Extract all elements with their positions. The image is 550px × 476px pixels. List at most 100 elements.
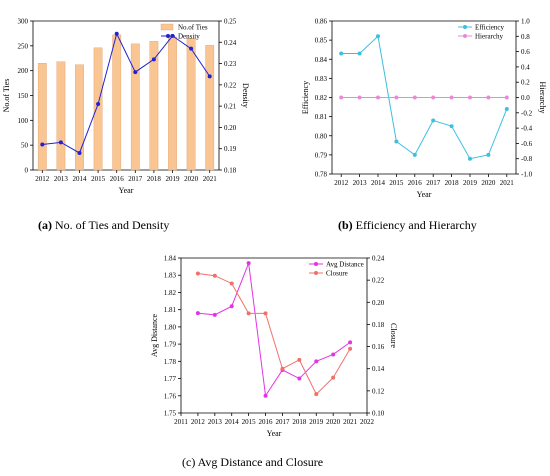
- legend-marker: [463, 25, 467, 29]
- y-right-tick-label: 0.19: [224, 145, 237, 153]
- data-point: [348, 340, 353, 345]
- y-left-tick-label: 0.79: [315, 151, 328, 159]
- y-right-tick-label: 0.0: [521, 94, 530, 102]
- data-point: [348, 346, 353, 351]
- caption-c: (c) Avg Distance and Closure: [182, 455, 323, 470]
- caption-a: (a) No. of Ties and Density: [38, 218, 169, 233]
- x-tick-label: 2021: [203, 175, 218, 183]
- caption-a-text: No. of Ties and Density: [52, 218, 170, 232]
- data-point: [412, 95, 417, 100]
- x-tick-label: 2014: [371, 179, 386, 187]
- legend-marker: [166, 34, 170, 38]
- x-axis-label: Year: [417, 190, 432, 199]
- x-tick-label: 2018: [445, 179, 460, 187]
- y-left-tick-label: 100: [18, 117, 29, 125]
- data-point: [40, 142, 45, 147]
- x-tick-label: 2018: [147, 175, 162, 183]
- data-point: [229, 304, 234, 309]
- x-tick-label: 2016: [110, 175, 125, 183]
- data-point: [246, 261, 251, 266]
- data-point: [297, 376, 302, 381]
- data-point: [504, 95, 509, 100]
- bar-2019: [168, 36, 177, 171]
- x-tick-label: 2014: [225, 418, 240, 426]
- series-line-closure: [197, 273, 351, 396]
- x-tick-label: 2017: [128, 175, 143, 183]
- bar-2014: [75, 64, 84, 171]
- series-line-avg-distance: [197, 262, 351, 398]
- data-point: [449, 124, 454, 129]
- bar-2016: [112, 34, 122, 171]
- y-left-tick-label: 50: [21, 142, 29, 150]
- x-tick-label: 2012: [334, 179, 349, 187]
- data-point: [486, 95, 491, 100]
- data-point: [331, 375, 336, 380]
- y-right-tick-label: 0.10: [372, 410, 385, 418]
- series-line-efficiency: [341, 35, 508, 160]
- y-left-tick-label: 1.82: [164, 289, 177, 297]
- y-left-tick-label: 1.83: [164, 272, 177, 280]
- y-left-tick-label: 0.86: [315, 18, 328, 26]
- y-right-tick-label: 0.18: [372, 321, 385, 329]
- y-left-tick-label: 1.77: [164, 375, 177, 383]
- y-left-tick-label: 1.79: [164, 341, 177, 349]
- bar-2012: [37, 63, 47, 171]
- bar-2015: [93, 47, 103, 171]
- x-tick-label: 2016: [259, 418, 274, 426]
- data-point: [394, 95, 399, 100]
- x-tick-label: 2021: [343, 418, 358, 426]
- data-point: [357, 51, 362, 56]
- y-left-tick-label: 0.82: [315, 94, 328, 102]
- data-point: [263, 311, 268, 316]
- x-axis-label: Year: [119, 186, 134, 195]
- data-point: [207, 74, 212, 79]
- data-point: [357, 95, 362, 100]
- data-point: [195, 271, 200, 276]
- x-tick-label: 2017: [426, 179, 441, 187]
- x-tick-label: 2020: [326, 418, 341, 426]
- y-left-tick-label: 1.76: [164, 392, 177, 400]
- data-point: [280, 366, 285, 371]
- x-tick-label: 2021: [500, 179, 515, 187]
- y-left-tick-label: 1.78: [164, 358, 177, 366]
- y-left-tick-label: 1.81: [164, 306, 177, 314]
- data-point: [314, 359, 319, 364]
- y-right-tick-label: 0.22: [372, 277, 385, 285]
- y-right-tick-label: -0.8: [521, 155, 533, 163]
- y-left-tick-label: 1.80: [164, 323, 177, 331]
- legend-label: Closure: [326, 270, 348, 278]
- data-point: [331, 352, 336, 357]
- y-left-tick-label: 0.81: [315, 113, 328, 121]
- x-tick-label: 2015: [91, 175, 106, 183]
- data-point: [486, 152, 491, 157]
- y-left-tick-label: 0: [25, 167, 29, 175]
- y-left-tick-label: 0.83: [315, 75, 328, 83]
- series-line-density: [42, 32, 211, 154]
- data-point: [77, 150, 82, 155]
- y-right-tick-label: 0.16: [372, 343, 385, 351]
- y-right-tick-label: 0.18: [224, 167, 237, 175]
- y-right-tick-label: 0.20: [224, 124, 237, 132]
- y-axis-right-label: Hierarchy: [538, 82, 547, 114]
- data-point: [449, 95, 454, 100]
- chart-a: [30, 20, 222, 173]
- x-tick-label: 2016: [408, 179, 423, 187]
- x-tick-label: 2012: [191, 418, 206, 426]
- data-point: [468, 95, 472, 100]
- bar-2021: [205, 45, 215, 171]
- data-point: [339, 51, 344, 56]
- x-tick-label: 2013: [208, 418, 223, 426]
- data-point: [339, 95, 344, 100]
- data-point: [229, 281, 234, 286]
- data-point: [431, 118, 436, 123]
- x-tick-label: 2017: [275, 418, 290, 426]
- data-point: [504, 106, 509, 111]
- data-point: [314, 392, 319, 397]
- legend-label: Efficiency: [475, 24, 505, 32]
- y-left-tick-label: 250: [18, 42, 29, 50]
- data-point: [431, 95, 436, 100]
- x-tick-label: 2012: [35, 175, 50, 183]
- y-left-tick-label: 0.80: [315, 132, 328, 140]
- x-tick-label: 2014: [73, 175, 88, 183]
